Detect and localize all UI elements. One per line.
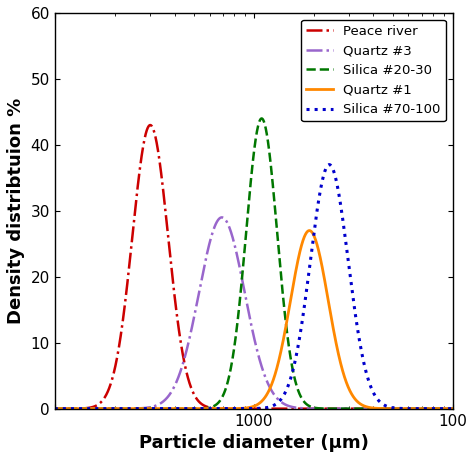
Quartz #1 xyxy=(204,406,210,411)
Quartz #3 xyxy=(442,406,448,411)
Quartz #1 xyxy=(222,406,228,411)
Silica #20-30 xyxy=(259,116,264,121)
Peace river xyxy=(205,404,210,410)
Silica #20-30 xyxy=(204,405,210,411)
Quartz #1 xyxy=(121,406,127,411)
Line: Peace river: Peace river xyxy=(55,125,453,409)
Peace river xyxy=(121,311,127,317)
Silica #20-30 xyxy=(121,406,127,411)
Y-axis label: Density distribtuion %: Density distribtuion % xyxy=(7,98,25,324)
Silica #70-100 xyxy=(442,406,448,411)
Quartz #3 xyxy=(121,406,127,411)
Quartz #3 xyxy=(222,216,228,222)
X-axis label: Particle diameter (μm): Particle diameter (μm) xyxy=(139,434,369,452)
Line: Silica #70-100: Silica #70-100 xyxy=(55,165,453,409)
Silica #70-100 xyxy=(97,406,103,411)
Silica #70-100 xyxy=(52,406,57,411)
Quartz #3 xyxy=(219,215,225,220)
Quartz #1 xyxy=(307,228,312,233)
Quartz #3 xyxy=(399,406,405,411)
Peace river xyxy=(222,406,228,411)
Quartz #1 xyxy=(97,406,103,411)
Silica #70-100 xyxy=(450,406,456,411)
Peace river xyxy=(147,122,153,128)
Line: Silica #20-30: Silica #20-30 xyxy=(55,118,453,409)
Silica #70-100 xyxy=(327,162,332,168)
Quartz #1 xyxy=(450,406,456,411)
Peace river xyxy=(399,406,405,411)
Peace river xyxy=(442,406,448,411)
Line: Quartz #3: Quartz #3 xyxy=(55,218,453,409)
Silica #20-30 xyxy=(97,406,103,411)
Silica #20-30 xyxy=(399,406,405,411)
Silica #70-100 xyxy=(222,406,228,411)
Silica #20-30 xyxy=(442,406,448,411)
Peace river xyxy=(450,406,456,411)
Quartz #1 xyxy=(52,406,57,411)
Silica #70-100 xyxy=(204,406,210,411)
Silica #20-30 xyxy=(52,406,57,411)
Quartz #3 xyxy=(52,406,57,411)
Quartz #3 xyxy=(204,250,210,255)
Silica #70-100 xyxy=(121,406,127,411)
Silica #70-100 xyxy=(399,406,405,411)
Line: Quartz #1: Quartz #1 xyxy=(55,230,453,409)
Legend: Peace river, Quartz #3, Silica #20-30, Quartz #1, Silica #70-100: Peace river, Quartz #3, Silica #20-30, Q… xyxy=(301,20,446,122)
Silica #20-30 xyxy=(450,406,456,411)
Peace river xyxy=(97,400,103,406)
Quartz #3 xyxy=(97,406,103,411)
Silica #20-30 xyxy=(222,389,228,395)
Quartz #3 xyxy=(450,406,456,411)
Peace river xyxy=(52,406,57,411)
Quartz #1 xyxy=(399,406,405,411)
Quartz #1 xyxy=(442,406,448,411)
